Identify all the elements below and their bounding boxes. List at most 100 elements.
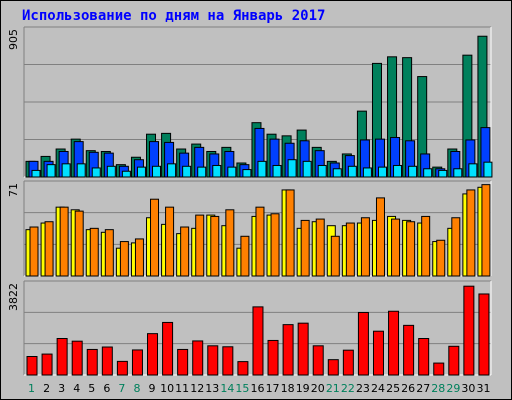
x-tick-label: 24 (371, 382, 385, 395)
bar-pages (106, 165, 116, 178)
bar-pages (76, 163, 86, 178)
x-tick-label: 18 (281, 382, 295, 395)
x-tick-label: 13 (205, 382, 219, 395)
bar-sites (406, 221, 416, 277)
bar-kbytes (26, 356, 38, 376)
x-tick-label: 9 (149, 382, 156, 395)
x-tick-label: 21 (326, 382, 340, 395)
bar-pages (136, 166, 146, 178)
bar-pages (423, 168, 433, 178)
bar-sites (195, 214, 205, 277)
bar-pages (317, 164, 327, 178)
x-tick-label: 10 (160, 382, 174, 395)
x-tick-label: 3 (58, 382, 65, 395)
bar-sites (345, 222, 355, 277)
bar-sites (150, 198, 160, 277)
bar-kbytes (478, 293, 490, 376)
x-tick-label: 25 (386, 382, 400, 395)
bar-pages (152, 165, 162, 178)
x-tick-label: 16 (251, 382, 265, 395)
bar-kbytes (372, 330, 384, 376)
bar-kbytes (207, 345, 219, 376)
x-tick-label: 15 (235, 382, 249, 395)
x-tick-label: 22 (341, 382, 355, 395)
bar-sites (59, 206, 69, 277)
x-tick-label: 8 (133, 382, 140, 395)
x-tick-label: 31 (476, 382, 490, 395)
bar-sites (225, 209, 235, 277)
bar-sites (330, 235, 340, 277)
bar-sites (451, 217, 461, 277)
bar-sites (180, 226, 190, 277)
bar-pages (377, 166, 387, 178)
x-tick-label: 4 (73, 382, 80, 395)
bar-pages (31, 169, 41, 178)
bar-kbytes (357, 311, 369, 376)
bar-pages (287, 159, 297, 178)
bar-kbytes (131, 349, 143, 376)
bar-pages (332, 168, 342, 178)
bar-sites (270, 213, 280, 277)
bar-pages (362, 167, 372, 178)
x-tick-label: 7 (118, 382, 125, 395)
bar-sites (29, 226, 39, 277)
bar-pages (302, 160, 312, 178)
bar-kbytes (192, 340, 204, 376)
x-tick-label: 27 (416, 382, 430, 395)
x-tick-label: 6 (103, 382, 110, 395)
bar-sites (375, 197, 385, 277)
bar-kbytes (41, 353, 53, 376)
bar-pages (46, 164, 56, 178)
x-tick-label: 11 (175, 382, 189, 395)
bar-kbytes (403, 324, 415, 376)
bar-sites (74, 210, 84, 277)
x-tick-label: 12 (190, 382, 204, 395)
bar-kbytes (267, 339, 279, 376)
bar-sites (285, 189, 295, 277)
x-tick-label: 14 (220, 382, 234, 395)
bar-pages (227, 166, 237, 178)
x-tick-label: 23 (356, 382, 370, 395)
x-tick-label: 26 (401, 382, 415, 395)
bar-sites (119, 241, 129, 277)
bar-kbytes (71, 340, 83, 376)
bar-sites (255, 206, 265, 277)
x-tick-label: 1 (28, 382, 35, 395)
bar-pages (393, 164, 403, 178)
bar-kbytes (297, 322, 309, 376)
x-tick-label: 29 (446, 382, 460, 395)
x-tick-label: 19 (296, 382, 310, 395)
bar-pages (61, 163, 71, 178)
x-tick-label: 5 (88, 382, 95, 395)
bar-sites (481, 184, 491, 277)
bar-sites (210, 215, 220, 277)
bar-pages (121, 170, 131, 178)
bar-kbytes (86, 348, 98, 376)
bar-kbytes (282, 324, 294, 376)
bar-kbytes (116, 360, 128, 376)
bar-kbytes (101, 346, 113, 376)
bar-kbytes (342, 349, 354, 376)
bar-sites (421, 215, 431, 277)
bar-sites (44, 221, 54, 277)
y-max-label-1: 71 (7, 183, 20, 197)
x-tick-label: 28 (431, 382, 445, 395)
bar-pages (197, 166, 207, 178)
x-tick-label: 17 (266, 382, 280, 395)
bar-sites (360, 217, 370, 277)
bar-kbytes (448, 345, 460, 376)
bar-kbytes (388, 310, 400, 376)
bar-sites (391, 218, 401, 277)
bar-kbytes (312, 345, 324, 376)
x-tick-label: 2 (43, 382, 50, 395)
bar-sites (89, 227, 99, 277)
bar-pages (242, 169, 252, 178)
bar-sites (165, 206, 175, 277)
bar-pages (347, 165, 357, 178)
bar-pages (212, 164, 222, 178)
bar-kbytes (327, 359, 339, 376)
bar-pages (453, 168, 463, 178)
chart-title: Использование по дням на Январь 2017 (22, 8, 326, 24)
x-tick-label: 20 (311, 382, 325, 395)
